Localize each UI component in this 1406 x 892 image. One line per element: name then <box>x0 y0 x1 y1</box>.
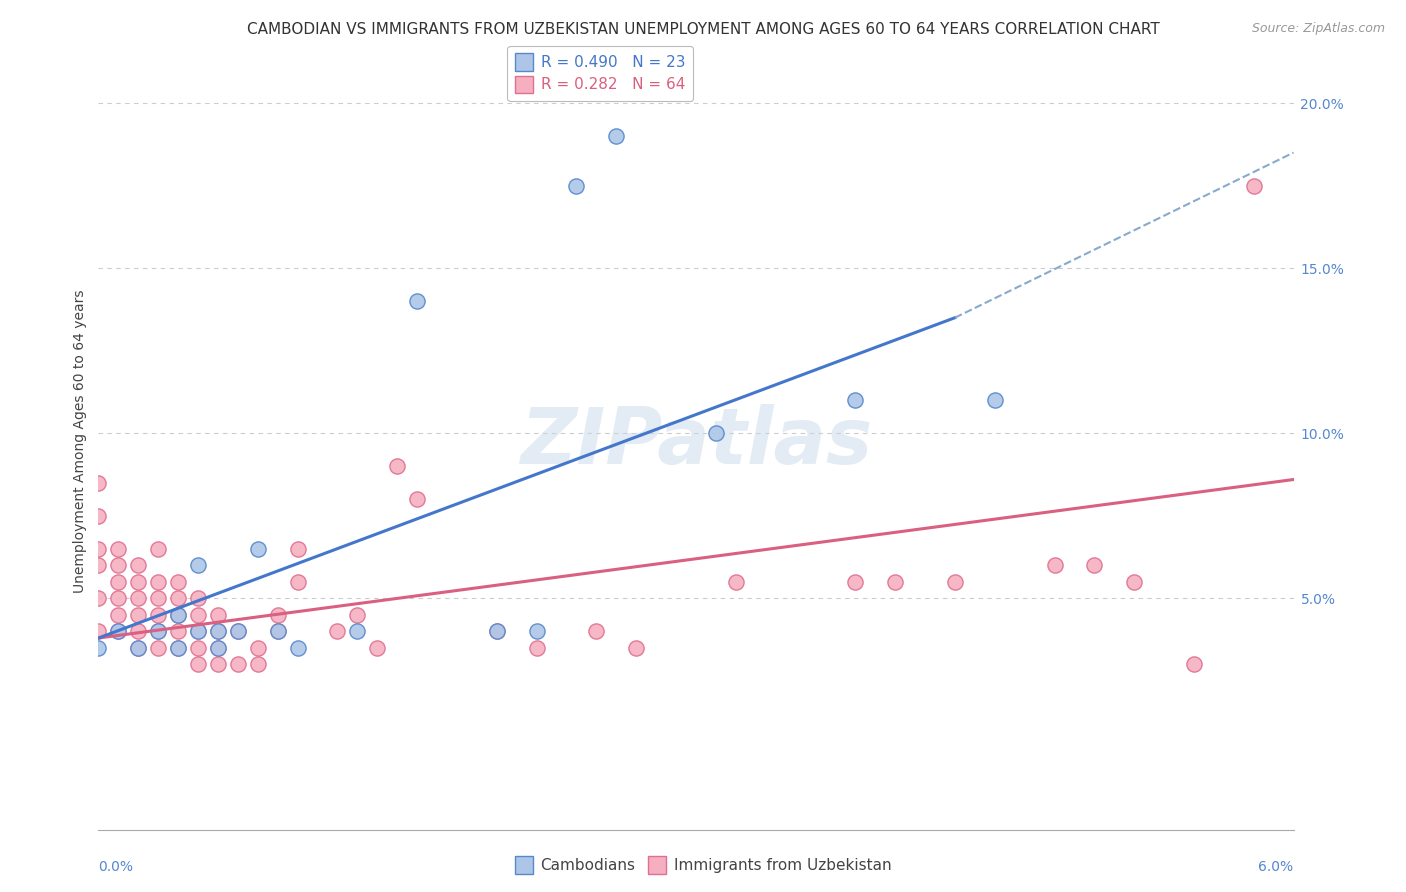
Legend: R = 0.490   N = 23, R = 0.282   N = 64: R = 0.490 N = 23, R = 0.282 N = 64 <box>508 45 693 101</box>
Point <box>1123 574 1146 589</box>
Point <box>107 624 129 639</box>
Point <box>87 558 110 573</box>
Point <box>148 591 170 606</box>
Point <box>107 541 129 556</box>
Point <box>605 129 627 144</box>
Point <box>287 541 309 556</box>
Point <box>626 640 648 655</box>
Point <box>87 508 110 523</box>
Text: 6.0%: 6.0% <box>1258 860 1294 874</box>
Point <box>207 640 229 655</box>
Text: ZIPatlas: ZIPatlas <box>520 403 872 480</box>
Point <box>526 640 548 655</box>
Point <box>287 574 309 589</box>
Point <box>366 640 388 655</box>
Point <box>107 591 129 606</box>
Point <box>127 640 149 655</box>
Point <box>187 558 209 573</box>
Point <box>127 574 149 589</box>
Point <box>943 574 966 589</box>
Point <box>148 640 170 655</box>
Point <box>127 558 149 573</box>
Text: 0.0%: 0.0% <box>98 860 134 874</box>
Point <box>485 624 508 639</box>
Point <box>207 624 229 639</box>
Point <box>485 624 508 639</box>
Point <box>724 574 747 589</box>
Point <box>246 640 269 655</box>
Point <box>87 541 110 556</box>
Point <box>127 591 149 606</box>
Point <box>87 475 110 490</box>
Point <box>207 640 229 655</box>
Y-axis label: Unemployment Among Ages 60 to 64 years: Unemployment Among Ages 60 to 64 years <box>73 290 87 593</box>
Point <box>148 607 170 622</box>
Point <box>107 558 129 573</box>
Point <box>226 624 249 639</box>
Point <box>1243 178 1265 193</box>
Point <box>406 492 429 507</box>
Legend: Cambodians, Immigrants from Uzbekistan: Cambodians, Immigrants from Uzbekistan <box>509 850 897 880</box>
Point <box>107 624 129 639</box>
Point <box>406 294 429 309</box>
Point <box>246 541 269 556</box>
Point <box>346 607 368 622</box>
Point <box>127 607 149 622</box>
Point <box>167 591 190 606</box>
Point <box>1083 558 1105 573</box>
Point <box>87 624 110 639</box>
Point <box>267 624 290 639</box>
Point <box>167 574 190 589</box>
Point <box>226 657 249 672</box>
Point <box>167 640 190 655</box>
Point <box>187 591 209 606</box>
Point <box>526 624 548 639</box>
Point <box>287 640 309 655</box>
Text: Source: ZipAtlas.com: Source: ZipAtlas.com <box>1251 22 1385 36</box>
Point <box>984 393 1007 408</box>
Point <box>127 640 149 655</box>
Point <box>127 624 149 639</box>
Point <box>346 624 368 639</box>
Point <box>565 178 588 193</box>
Point <box>187 657 209 672</box>
Point <box>148 541 170 556</box>
Point <box>226 624 249 639</box>
Point <box>148 624 170 639</box>
Point <box>207 607 229 622</box>
Point <box>87 591 110 606</box>
Point <box>385 459 409 474</box>
Text: CAMBODIAN VS IMMIGRANTS FROM UZBEKISTAN UNEMPLOYMENT AMONG AGES 60 TO 64 YEARS C: CAMBODIAN VS IMMIGRANTS FROM UZBEKISTAN … <box>246 22 1160 37</box>
Point <box>148 624 170 639</box>
Point <box>167 640 190 655</box>
Point <box>884 574 907 589</box>
Point <box>148 574 170 589</box>
Point <box>187 624 209 639</box>
Point <box>187 607 209 622</box>
Point <box>1182 657 1205 672</box>
Point <box>844 574 866 589</box>
Point <box>844 393 866 408</box>
Point <box>1043 558 1066 573</box>
Point <box>246 657 269 672</box>
Point <box>326 624 349 639</box>
Point <box>207 657 229 672</box>
Point <box>167 607 190 622</box>
Point <box>107 574 129 589</box>
Point <box>187 624 209 639</box>
Point <box>167 624 190 639</box>
Point <box>107 607 129 622</box>
Point <box>267 607 290 622</box>
Point <box>87 640 110 655</box>
Point <box>585 624 607 639</box>
Point <box>704 426 727 441</box>
Point <box>187 640 209 655</box>
Point <box>267 624 290 639</box>
Point <box>167 607 190 622</box>
Point <box>207 624 229 639</box>
